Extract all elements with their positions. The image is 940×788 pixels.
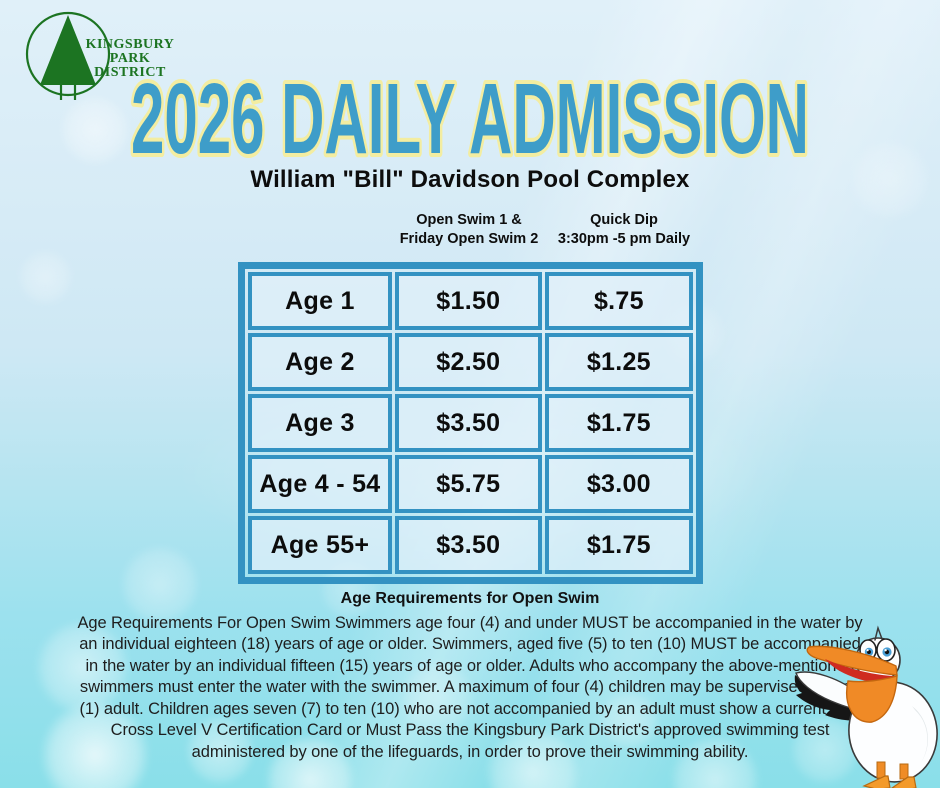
- beak-pouch: [846, 675, 898, 723]
- logo-text-line1: KINGSBURY: [86, 37, 175, 52]
- quick-dip-header-line2: 3:30pm -5 pm Daily: [557, 230, 691, 247]
- age-requirements-heading: Age Requirements for Open Swim: [340, 590, 600, 607]
- quick-dip-price: $1.25: [544, 333, 693, 391]
- age-cell: Age 3: [248, 394, 392, 452]
- eye-glint: [866, 649, 869, 652]
- open-swim-header-line1: Open Swim 1 &: [416, 212, 522, 228]
- pine-tree-icon: [40, 15, 96, 85]
- logo-circle: [25, 11, 111, 97]
- age-requirements-paragraph: Age Requirements For Open Swim Swimmers …: [77, 614, 863, 761]
- age-cell: Age 55+: [248, 516, 392, 574]
- quick-dip-price: $1.75: [544, 394, 693, 452]
- quick-dip-header-line1: Quick Dip: [590, 212, 658, 228]
- age-cell: Age 2: [248, 333, 392, 391]
- pelican-foot: [862, 775, 891, 788]
- age-cell: Age 4 - 54: [248, 455, 392, 513]
- kingsbury-park-district-logo: KINGSBURY PARK DISTRICT: [25, 11, 175, 100]
- quick-dip-price: $3.00: [544, 455, 693, 513]
- page-title: 2026 DAILY ADMISSION: [131, 63, 809, 170]
- beak-upper-bill: [806, 645, 898, 676]
- logo-text-line2: PARK: [110, 51, 151, 66]
- pool-complex-subtitle: William "Bill" Davidson Pool Complex: [250, 166, 690, 193]
- column-header-open-swim: Open Swim 1 & Friday Open Swim 2: [400, 211, 539, 249]
- open-swim-price: $5.75: [394, 455, 542, 513]
- pelican-leg: [899, 763, 909, 780]
- pelican-leg: [876, 761, 886, 779]
- open-swim-price: $3.50: [394, 516, 542, 574]
- quick-dip-price: $.75: [544, 272, 693, 330]
- age-cell: Age 1: [248, 272, 392, 330]
- open-swim-price: $1.50: [394, 272, 542, 330]
- tree-trunk: [59, 85, 77, 100]
- open-swim-price: $3.50: [394, 394, 542, 452]
- admission-price-table: Age 1 $1.50 $.75 Age 2 $2.50 $1.25 Age 3…: [238, 262, 703, 584]
- pelican-mascot-illustration: [794, 625, 938, 788]
- open-swim-price: $2.50: [394, 333, 542, 391]
- logo-text-line3: DISTRICT: [94, 65, 166, 80]
- bokeh-circle: [18, 250, 73, 305]
- eye-glint: [884, 649, 887, 652]
- beak-mouth: [825, 659, 896, 683]
- quick-dip-price: $1.75: [544, 516, 693, 574]
- page-title-graphic: 2026 DAILY ADMISSION: [127, 59, 813, 170]
- column-header-quick-dip: Quick Dip 3:30pm -5 pm Daily: [558, 211, 690, 249]
- open-swim-header-line2: Friday Open Swim 2: [399, 230, 539, 247]
- pelican-foot: [890, 776, 917, 788]
- head-feather-tuft: [874, 625, 883, 641]
